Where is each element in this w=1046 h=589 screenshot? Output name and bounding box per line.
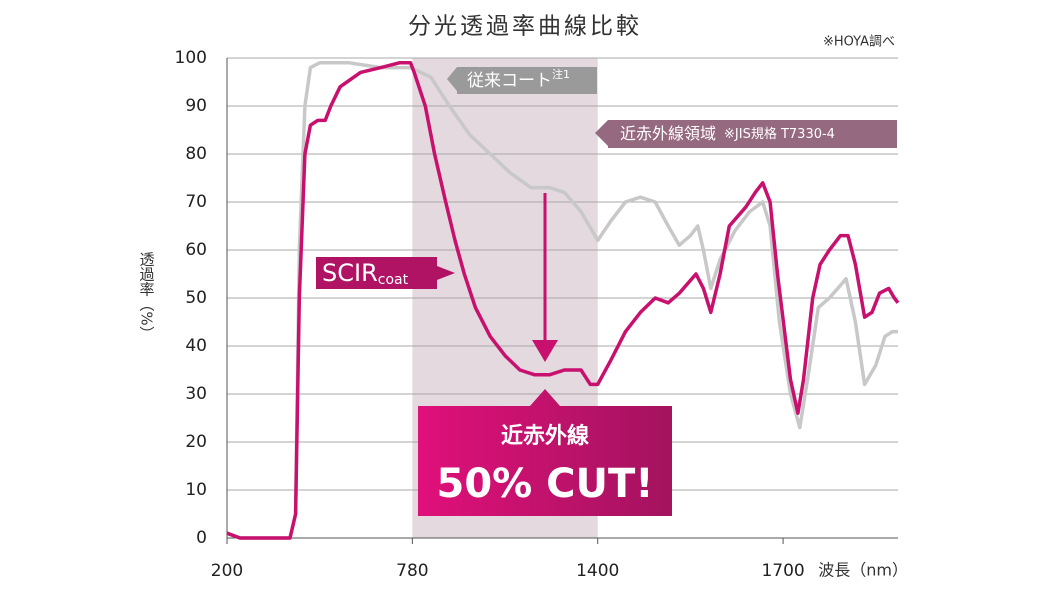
arrow-head xyxy=(532,340,558,362)
callout-box xyxy=(418,389,672,516)
chart-title: 分光透過率曲線比較 xyxy=(408,14,642,40)
series-line xyxy=(226,61,900,540)
y-tick-label: 30 xyxy=(185,384,207,404)
region-text: 近赤外線領域 xyxy=(620,124,716,143)
y-tick-label: 10 xyxy=(185,480,207,500)
y-tick-label: 100 xyxy=(175,48,207,68)
callout-line2: 50% CUT! xyxy=(436,461,653,507)
y-tick-label: 20 xyxy=(185,432,207,452)
legend-text: 従来コート xyxy=(467,71,552,91)
legend-text: SCIR xyxy=(322,259,378,287)
series-line xyxy=(226,61,898,540)
y-axis-label: 透過率（%） xyxy=(138,251,156,340)
legend-label: 従来コート注1 xyxy=(467,67,570,91)
y-tick-label: 0 xyxy=(196,528,207,548)
legend-sub: coat xyxy=(378,272,409,288)
region-note: ※JIS規格 T7330-4 xyxy=(724,126,835,142)
region-box xyxy=(595,120,897,148)
x-tick-label: 200 xyxy=(211,561,243,581)
y-tick-label: 40 xyxy=(185,336,207,356)
region-label: 近赤外線領域 ※JIS規格 T7330-4 xyxy=(620,124,835,143)
y-tick-label: 70 xyxy=(185,192,207,212)
note: ※HOYA調べ xyxy=(823,35,895,50)
x-tick-label: 1700 xyxy=(761,561,804,581)
x-tick-label: 1400 xyxy=(576,561,619,581)
y-tick-label: 50 xyxy=(185,288,207,308)
x-tick-label: 780 xyxy=(396,561,428,581)
y-tick-label: 60 xyxy=(185,240,207,260)
legend-box xyxy=(447,67,597,94)
x-axis-label: 波長（nm） xyxy=(818,561,908,580)
y-tick-label: 80 xyxy=(185,144,207,164)
y-tick-label: 90 xyxy=(185,96,207,116)
legend-box xyxy=(316,257,455,289)
legend-label: SCIRcoat xyxy=(322,259,409,288)
callout-line1: 近赤外線 xyxy=(501,423,589,449)
legend-sup: 注1 xyxy=(552,67,570,81)
